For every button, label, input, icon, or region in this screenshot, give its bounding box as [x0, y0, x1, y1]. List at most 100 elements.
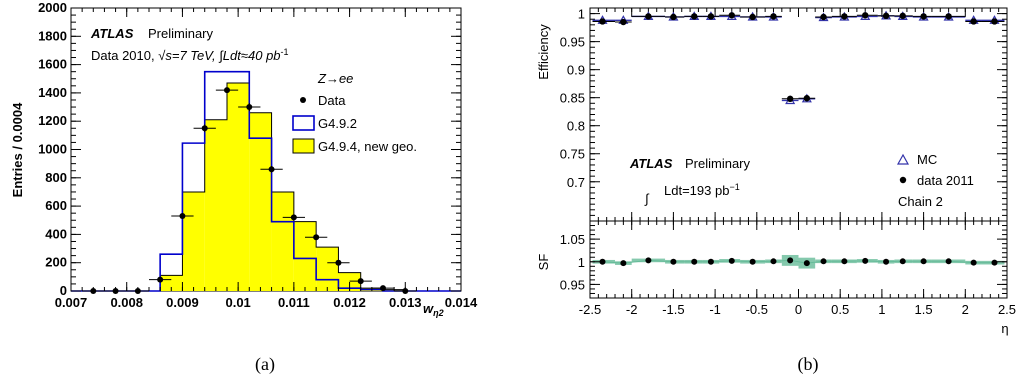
- data2011-point: [803, 95, 811, 102]
- y-tick-label: 1400: [38, 85, 67, 100]
- sf-y-tick-label: 1.05: [560, 232, 585, 247]
- x-tick-label: 0.009: [166, 295, 199, 310]
- sf-point: [803, 260, 810, 267]
- yellow-bar: [227, 82, 250, 292]
- data-point: [179, 213, 186, 220]
- sf-point: [841, 258, 848, 265]
- eta-tick-label: 1: [878, 302, 885, 317]
- left-x-axis-label: wη2: [423, 301, 444, 318]
- x-tick-label: 0.013: [389, 295, 422, 310]
- eta-tick-label: -1.5: [662, 302, 684, 317]
- left-x-axis-label-sub: η2: [433, 308, 444, 318]
- legend-data2011-label: data 2011: [917, 173, 974, 188]
- eff-y-tick-label: 0.75: [560, 147, 585, 162]
- data-point: [201, 125, 208, 132]
- legend-g494-swatch: [292, 138, 315, 154]
- y-tick-label: 1600: [38, 57, 67, 72]
- sf-point: [899, 258, 906, 265]
- sf-point: [820, 258, 827, 265]
- data-point: [357, 278, 364, 285]
- data2011-point: [970, 18, 977, 25]
- sf-point: [645, 257, 652, 264]
- y-tick-label: 600: [45, 198, 67, 213]
- eta-axis-label: η: [1001, 321, 1008, 336]
- eff-y-tick-label: 0.95: [560, 35, 585, 50]
- sf-y-tick-label: 0.95: [560, 277, 585, 292]
- x-tick-label: 0.008: [110, 295, 143, 310]
- eta-tick-label: -2.5: [579, 302, 601, 317]
- sf-point: [787, 257, 794, 264]
- legend-g492-swatch: [292, 115, 315, 131]
- sf-y-tick-label: 1: [578, 255, 585, 270]
- data2011-point: [862, 12, 869, 19]
- yellow-bar: [182, 191, 205, 291]
- eta-tick-label: -2: [626, 302, 638, 317]
- legend-data-label: Data: [318, 93, 346, 108]
- x-tick-label: 0.012: [333, 295, 366, 310]
- data-point: [157, 276, 164, 283]
- sf-x-ticks: -2.5 -2 -1.5 -1 -0.5 0 0.5 1 1.5 2 2.5: [579, 221, 1016, 317]
- data-point: [268, 166, 275, 173]
- data2011-point: [920, 13, 927, 20]
- data2011-point: [670, 13, 677, 21]
- legend-data2011-marker: [899, 176, 907, 184]
- sf-point: [728, 257, 735, 264]
- yellow-bar: [249, 112, 272, 292]
- x-tick-label: 0.007: [55, 295, 88, 310]
- sf-y-ticks: 1.05 1 0.95: [560, 225, 1007, 294]
- legend-mc-marker: [896, 153, 910, 165]
- left-y-ticks: 0 200 400 600 800 1000 1200 1400 1600 1800 2000: [38, 0, 461, 298]
- eta-tick-label: -1: [709, 302, 721, 317]
- eff-y-tick-label: 0.8: [567, 119, 585, 134]
- data-point: [290, 214, 297, 221]
- yellow-bar: [316, 247, 339, 291]
- sf-point: [945, 258, 952, 265]
- panel-b-caption: (b): [798, 354, 819, 375]
- sf-point: [970, 259, 977, 266]
- data2011-point: [749, 13, 756, 21]
- panel-a-caption: (a): [255, 354, 275, 375]
- data2011-point: [841, 13, 848, 20]
- sf-point: [599, 258, 606, 265]
- data-point: [313, 234, 320, 241]
- eta-tick-label: 1.5: [915, 302, 933, 317]
- sf-connecting-line: [602, 259, 995, 264]
- legend-data-marker: [300, 97, 306, 103]
- eta-tick-label: -0.5: [746, 302, 768, 317]
- efficiency-y-ticks: 1 0.95 0.9 0.85 0.8 0.75 0.7: [560, 7, 1007, 216]
- eta-tick-label: 2.5: [998, 302, 1016, 317]
- sf-y-axis-label: SF: [536, 254, 551, 271]
- y-tick-label: 0: [60, 283, 67, 298]
- sf-point: [691, 258, 698, 265]
- chain-label: Chain 2: [898, 194, 943, 209]
- data2011-point: [707, 13, 715, 20]
- eta-tick-label: 0: [795, 302, 802, 317]
- data2011-point: [991, 18, 998, 25]
- sf-point: [670, 258, 677, 265]
- yellow-histogram: [71, 82, 461, 292]
- eta-tick-label: 2: [962, 302, 969, 317]
- x-tick-label: 0.011: [278, 295, 310, 310]
- y-tick-label: 1000: [38, 142, 67, 157]
- left-process-label: Z→ee: [317, 71, 353, 86]
- sf-point: [991, 259, 998, 266]
- y-tick-label: 1200: [38, 113, 67, 128]
- mc-series: [592, 10, 1005, 105]
- sf-point: [749, 258, 756, 265]
- sf-point: [883, 258, 890, 265]
- yellow-bar: [293, 221, 317, 291]
- data2011-point: [728, 12, 735, 19]
- eta-tick-label: 0.5: [831, 302, 849, 317]
- data2011-point: [786, 95, 794, 103]
- data2011-point: [599, 18, 606, 25]
- eff-y-tick-label: 0.7: [567, 175, 585, 190]
- efficiency-y-axis-label: Efficiency: [536, 24, 551, 80]
- sf-points: [599, 257, 998, 267]
- right-luminosity-label: Ldt=193 pb−1: [664, 182, 740, 198]
- sf-point: [920, 258, 927, 265]
- left-atlas-label: ATLAS: [90, 26, 134, 41]
- yellow-bar: [338, 272, 361, 291]
- data-point: [224, 87, 230, 94]
- y-tick-label: 200: [45, 255, 67, 270]
